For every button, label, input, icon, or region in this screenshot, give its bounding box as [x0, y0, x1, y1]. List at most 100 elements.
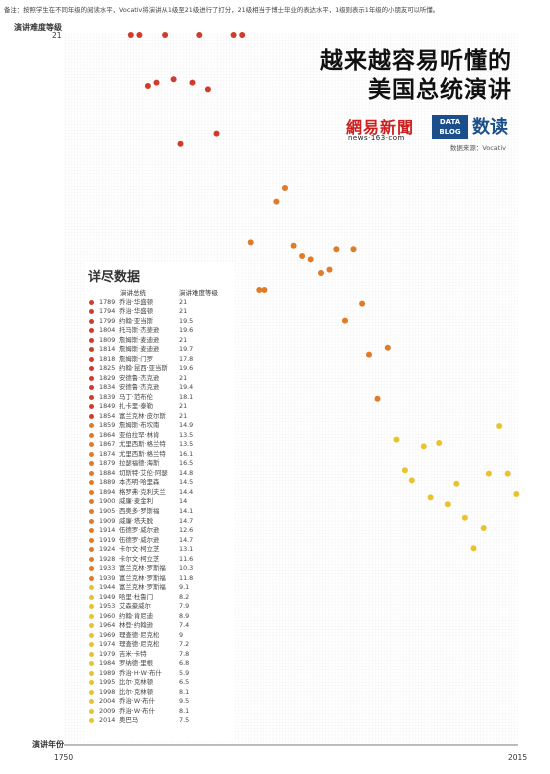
row-grade: 11.6 [179, 554, 194, 563]
details-row: 1825 约翰·昆西·亚当斯 19.6 [89, 364, 237, 373]
details-row: 1919 伍德罗·威尔逊 14.7 [89, 536, 237, 545]
row-color-dot [89, 499, 94, 505]
row-color-dot [89, 309, 94, 314]
data-point-1900 [318, 270, 324, 276]
row-grade: 10.3 [179, 564, 194, 573]
row-president: 伍德罗·威尔逊 [119, 526, 160, 534]
details-row: 1995 比尔·克林顿 6.5 [89, 678, 237, 687]
row-president: 詹姆斯·麦迪逊 [119, 345, 160, 354]
details-row: 1998 比尔·克林顿 8.1 [89, 688, 237, 697]
row-year: 1894 [99, 487, 116, 496]
row-year: 1839 [99, 392, 116, 401]
row-president: 富兰克林·罗斯福 [119, 564, 166, 573]
data-point-1974 [444, 501, 451, 508]
row-year: 1953 [99, 602, 116, 611]
row-grade: 11.8 [179, 573, 194, 582]
row-president: 拉瑟福德·海斯 [119, 459, 160, 468]
row-color-dot [89, 661, 94, 667]
row-year: 1889 [99, 478, 116, 487]
row-grade: 16.5 [179, 459, 194, 468]
row-year: 1964 [99, 621, 116, 630]
row-year: 1809 [99, 335, 116, 344]
brand-logos: 網易新聞 news·163·com DATA BLOG 数读 [346, 112, 516, 158]
x-tick-label-end: 2015 [508, 753, 528, 762]
row-year: 1984 [99, 659, 116, 668]
row-year: 1834 [99, 383, 116, 392]
row-year: 1924 [99, 545, 116, 553]
shudu-logo: 数读 [472, 117, 508, 138]
chart-title: 越来越容易听懂的 美国总统演讲 [320, 47, 512, 105]
row-year: 1854 [99, 411, 116, 420]
row-grade: 14.5 [179, 478, 194, 487]
row-president: 詹姆斯·门罗 [119, 354, 153, 363]
row-year: 1799 [99, 316, 116, 325]
details-row: 1979 吉米·卡特 7.8 [89, 650, 237, 659]
row-grade: 14.7 [179, 516, 194, 525]
data-source: 数据来源：Vocativ [449, 144, 506, 152]
row-color-dot [89, 480, 94, 486]
row-color-dot [89, 604, 94, 610]
row-grade: 7.5 [179, 716, 190, 725]
row-year: 1814 [99, 345, 116, 354]
details-row: 1974 理查德·尼克松 7.2 [89, 640, 237, 649]
row-year: 1944 [99, 583, 116, 592]
data-point-1979 [453, 480, 460, 487]
row-color-dot [89, 347, 94, 353]
row-year: 1864 [99, 430, 116, 439]
row-grade: 17.8 [179, 354, 194, 363]
data-point-1894 [307, 256, 314, 263]
row-year: 1818 [99, 354, 116, 363]
y-axis-label: 演讲难度等级 [14, 23, 62, 32]
data-point-1834 [204, 86, 211, 93]
details-row: 1914 伍德罗·威尔逊 12.6 [89, 526, 237, 535]
row-grade: 6.8 [179, 659, 190, 668]
row-color-dot [89, 670, 94, 676]
row-color-dot [89, 299, 94, 305]
row-president: 奥巴马 [119, 716, 139, 725]
title-line-1: 越来越容易听懂的 [320, 48, 512, 74]
row-color-dot [89, 318, 94, 324]
x-axis-label: 演讲年份 [32, 740, 64, 749]
row-grade: 21 [179, 411, 188, 420]
row-color-dot [89, 537, 94, 543]
data-point-1919 [350, 246, 357, 253]
row-president: 詹姆斯·麦迪逊 [119, 335, 160, 344]
row-grade: 21 [179, 335, 188, 344]
row-president: 哈里·杜鲁门 [119, 592, 153, 601]
row-color-dot [89, 613, 94, 619]
data-point-1879 [282, 185, 288, 191]
row-grade: 9 [179, 630, 184, 639]
row-year: 1794 [99, 307, 116, 315]
row-color-dot [89, 461, 94, 467]
details-row: 2009 乔治·W·布什 8.1 [89, 707, 237, 716]
row-color-dot [89, 632, 94, 638]
data-point-1854 [239, 32, 246, 38]
row-grade: 14.4 [179, 487, 194, 496]
row-president: 理查德·尼克松 [119, 640, 160, 649]
data-point-1984 [461, 514, 468, 521]
row-year: 1928 [99, 554, 116, 563]
row-color-dot [89, 547, 94, 552]
data-point-1799 [144, 83, 151, 89]
row-grade: 13.5 [179, 430, 194, 439]
details-row: 1854 富兰克林·皮尔斯 21 [89, 412, 237, 421]
row-grade: 7.2 [179, 640, 190, 649]
details-row: 1953 艾森豪威尔 7.9 [89, 602, 237, 611]
row-grade: 9.5 [179, 697, 190, 706]
row-year: 1919 [99, 535, 116, 544]
row-president: 扎卡里·泰勒 [119, 402, 153, 411]
row-color-dot [89, 528, 94, 533]
col-header-president: 演讲总统 [120, 289, 146, 297]
row-color-dot [89, 423, 94, 429]
row-president: 格罗弗·克利夫兰 [119, 487, 166, 496]
details-row: 1964 林登·约翰逊 7.4 [89, 621, 237, 630]
row-president: 吉米·卡特 [119, 649, 147, 658]
row-president: 詹姆斯·布坎南 [119, 421, 160, 430]
row-grade: 16.1 [179, 449, 194, 458]
data-point-1949 [401, 467, 408, 474]
data-point-1909 [333, 246, 340, 253]
row-president: 尤里西斯·格兰特 [119, 440, 166, 449]
row-color-dot [89, 413, 94, 419]
row-color-dot [89, 699, 94, 705]
data-point-1933 [374, 395, 381, 402]
